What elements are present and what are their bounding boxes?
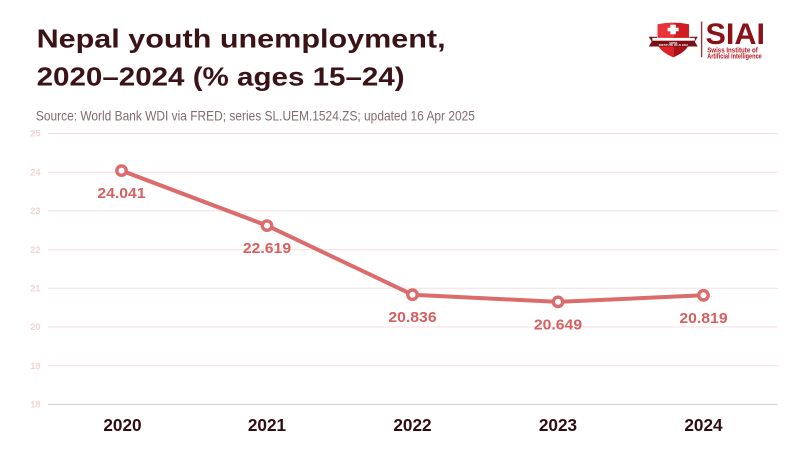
svg-text:SWISS: SWISS: [669, 42, 677, 45]
svg-text:20.649: 20.649: [534, 316, 582, 333]
svg-text:18: 18: [30, 400, 40, 410]
svg-text:20: 20: [30, 322, 40, 332]
svg-text:2020: 2020: [103, 415, 141, 435]
svg-text:Artificial Intelligence: Artificial Intelligence: [707, 52, 762, 61]
svg-text:Swiss Institute of: Swiss Institute of: [707, 46, 758, 55]
svg-text:20.836: 20.836: [388, 309, 436, 326]
svg-text:2021: 2021: [248, 415, 287, 435]
svg-text:Nepal youth unemployment,: Nepal youth unemployment,: [37, 26, 446, 54]
svg-text:2024: 2024: [684, 415, 723, 435]
svg-text:22.619: 22.619: [243, 240, 291, 257]
svg-text:24: 24: [30, 167, 41, 177]
svg-text:Source: World Bank WDI via FRE: Source: World Bank WDI via FRED; series …: [36, 108, 475, 124]
svg-text:23: 23: [30, 206, 40, 216]
svg-text:2023: 2023: [539, 415, 577, 435]
svg-text:2020–2024 (% ages 15–24): 2020–2024 (% ages 15–24): [37, 64, 405, 92]
svg-text:21: 21: [30, 284, 40, 294]
svg-text:2022: 2022: [393, 415, 431, 435]
svg-text:19: 19: [30, 361, 40, 371]
svg-text:22: 22: [30, 245, 40, 255]
svg-text:25: 25: [30, 129, 40, 139]
svg-text:SIAI: SIAI: [706, 18, 766, 51]
svg-text:24.041: 24.041: [97, 185, 145, 202]
svg-text:INSTITUTE OF AI EDU: INSTITUTE OF AI EDU: [659, 44, 688, 47]
svg-text:20.819: 20.819: [679, 310, 727, 327]
